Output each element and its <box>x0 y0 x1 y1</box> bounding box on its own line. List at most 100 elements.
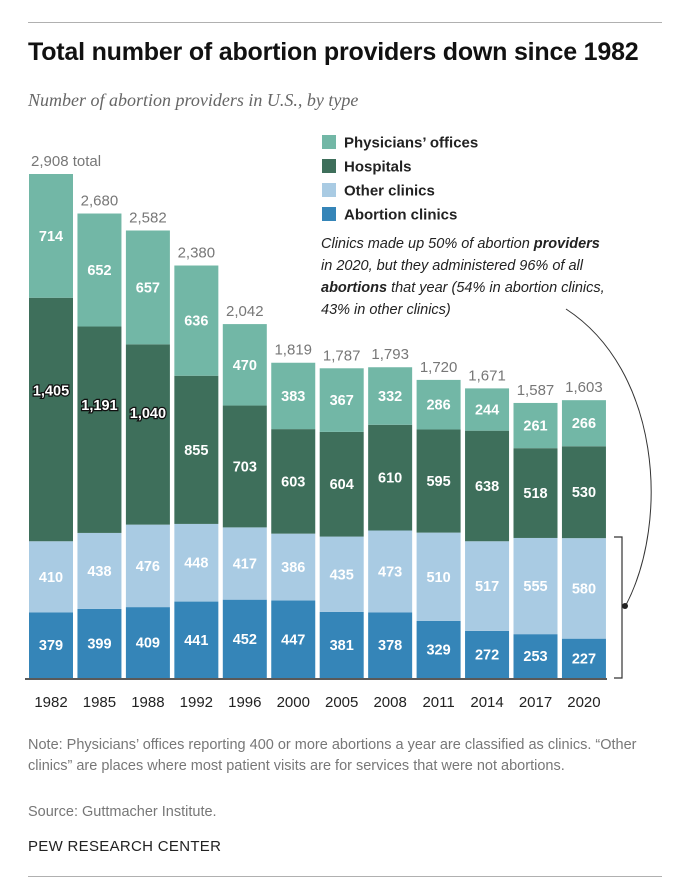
bar-segment <box>125 607 170 678</box>
x-tick-label: 1982 <box>34 694 67 711</box>
annotation-line: Clinics made up 50% of abortion provider… <box>321 236 600 252</box>
legend-label: Abortion clinics <box>344 207 457 224</box>
segment-value-label: 855 <box>184 443 208 459</box>
bar-segment <box>174 265 219 376</box>
segment-value-label: 703 <box>233 459 257 475</box>
segment-value-label: 286 <box>426 398 450 414</box>
bar-segment <box>125 524 170 608</box>
annotation-text-span: abortions <box>321 280 387 296</box>
segment-value-label: 227 <box>572 651 596 667</box>
bar-segment <box>561 446 606 539</box>
segment-value-label: 580 <box>572 581 596 597</box>
segment-value-label: 409 <box>136 636 160 652</box>
bar-segment <box>125 344 170 525</box>
bar-segment <box>319 536 364 612</box>
segment-value-label: 266 <box>572 416 596 432</box>
annotation-text-span: that year (54% in abortion clinics, <box>387 280 605 296</box>
segment-value-label: 652 <box>87 263 111 279</box>
annotation-line: in 2020, but they administered 96% of al… <box>321 258 584 274</box>
segment-value-label: 638 <box>475 479 499 495</box>
bar-segment <box>513 402 558 449</box>
annotation-text-span: in 2020, but they administered 96% of al… <box>321 258 584 274</box>
bar-segment <box>77 326 122 533</box>
bar-segment <box>222 405 267 528</box>
total-value-label: 1,587 <box>517 382 555 399</box>
bar-segment <box>465 388 510 431</box>
bars-group <box>29 174 606 678</box>
legend-swatch <box>322 135 336 149</box>
annotation-line: 43% in other clinics) <box>321 302 451 318</box>
annotation: Clinics made up 50% of abortion provider… <box>321 236 605 318</box>
bar-segment <box>125 230 170 345</box>
legend: Physicians’ offices Hospitals Other clinic… <box>322 135 478 224</box>
bar-segment <box>319 611 364 678</box>
brand-logo-text: PEW RESEARCH CENTER <box>28 838 222 855</box>
segment-value-label: 417 <box>233 557 257 573</box>
bar-segment <box>561 538 606 639</box>
segment-value-label: 447 <box>281 632 305 648</box>
segment-value-label: 272 <box>475 647 499 663</box>
segment-value-label: 476 <box>136 559 160 575</box>
segment-value-label: 452 <box>233 632 257 648</box>
annotation-connector <box>565 308 652 606</box>
total-labels-group: 2,908 total 2,680 2,582 2,380 2,042 1,819 1,78… <box>31 153 603 399</box>
segment-value-label: 610 <box>378 471 402 487</box>
x-tick-label: 2005 <box>325 694 358 711</box>
segment-value-label: 253 <box>523 649 547 665</box>
x-tick-label: 1992 <box>180 694 213 711</box>
segment-value-label: 470 <box>233 358 257 374</box>
legend-swatch <box>322 183 336 197</box>
segment-value-label: 1,191 <box>81 398 117 414</box>
bar-segment <box>368 367 413 425</box>
legend-label: Physicians’ offices <box>344 135 478 152</box>
bar-segment <box>561 638 606 678</box>
top-rule <box>28 22 662 23</box>
segment-value-label: 448 <box>184 556 208 572</box>
segment-value-label: 517 <box>475 579 499 595</box>
x-tick-label: 2008 <box>373 694 406 711</box>
total-value-label: 2,582 <box>129 210 167 227</box>
bar-segment <box>29 297 73 542</box>
segment-value-label: 441 <box>184 633 208 649</box>
segment-value-label: 438 <box>87 564 111 580</box>
legend-swatch <box>322 207 336 221</box>
bar-segment <box>174 601 219 678</box>
segment-value-label: 518 <box>523 486 547 502</box>
segment-value-label: 332 <box>378 389 402 405</box>
segment-value-label: 379 <box>39 638 63 654</box>
total-value-label: 1,720 <box>420 359 458 376</box>
total-value-label: 2,680 <box>81 193 119 210</box>
bottom-rule <box>28 876 662 877</box>
total-value-label: 1,603 <box>565 379 603 396</box>
annotation-text-span: providers <box>533 236 600 252</box>
bar-segment <box>465 430 510 542</box>
segment-value-label: 473 <box>378 564 402 580</box>
bar-segment <box>416 532 461 621</box>
x-tick-label: 2020 <box>567 694 600 711</box>
x-tick-label: 2000 <box>277 694 310 711</box>
x-axis-labels-group: 1982 1985 1988 1992 1996 2000 2005 2008 2011 2014… <box>34 694 600 711</box>
annotation-text-span: 43% in other clinics) <box>321 302 451 318</box>
total-value-label: 1,819 <box>274 342 312 359</box>
segment-value-label: 244 <box>475 403 499 419</box>
segment-value-label: 367 <box>330 393 354 409</box>
x-tick-label: 2011 <box>422 694 454 711</box>
bar-segment <box>29 174 73 298</box>
bar-segment <box>368 530 413 613</box>
total-value-label: 1,671 <box>468 367 506 384</box>
segment-value-label: 261 <box>523 419 547 435</box>
bar-segment <box>368 612 413 678</box>
segment-value-label: 555 <box>523 579 547 595</box>
segment-value-label: 510 <box>426 570 450 586</box>
bar-segment <box>319 431 364 537</box>
segment-value-label: 636 <box>184 314 208 330</box>
segment-value-label: 381 <box>330 638 354 654</box>
segment-value-label: 595 <box>426 474 450 490</box>
segment-value-label: 714 <box>39 229 63 245</box>
bar-segment <box>29 612 73 678</box>
x-tick-label: 2014 <box>470 694 503 711</box>
segment-value-label: 435 <box>330 567 354 583</box>
segment-value-label: 386 <box>281 560 305 576</box>
x-tick-label: 1985 <box>83 694 116 711</box>
bar-segment <box>465 630 510 678</box>
